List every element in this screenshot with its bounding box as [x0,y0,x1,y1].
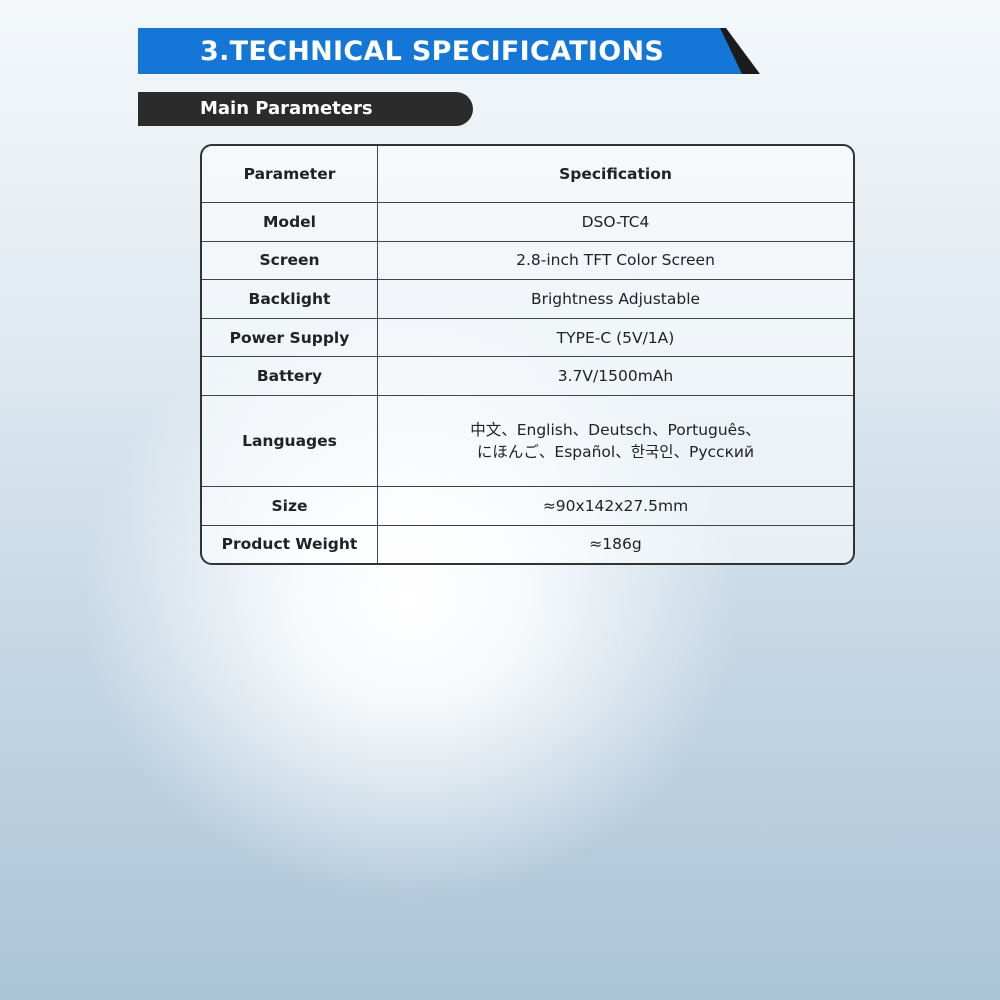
table-row: Product Weight ≈186g [202,524,853,563]
spec-cell: DSO-TC4 [377,202,853,242]
page-title: 3.TECHNICAL SPECIFICATIONS [200,36,665,67]
title-banner [138,28,760,74]
spec-cell: Brightness Adjustable [377,279,853,319]
table-row: Screen 2.8-inch TFT Color Screen [202,240,853,281]
parameter-cell: Backlight [202,279,378,319]
spec-cell: ≈186g [377,524,853,563]
table-row: Backlight Brightness Adjustable [202,279,853,319]
parameter-cell: Languages [202,394,378,488]
cell-line: にほんご、Español、한국인、Русский [476,443,755,462]
parameter-cell: Power Supply [202,317,378,358]
subtitle-bar [138,92,473,126]
cell: 中文、English、Deutsch、Português、 にほんご、Españo… [377,394,853,488]
header-row: Parameter Specification [202,146,853,203]
table-row: Size ≈90x142x27.5mm [202,486,853,526]
table: Parameter Specification Model DSO-TC4 Screen… [202,146,853,563]
spec-cell: ≈90x142x27.5mm [377,486,853,526]
subtitle: Main Parameters [200,98,373,119]
parameter-cell: Battery [202,356,378,396]
table-row: Model DSO-TC4 [202,202,853,242]
cell-line: 中文、English、Deutsch、Português、 [470,421,761,440]
parameter-cell: Model [202,202,378,242]
parameter-cell: Size [202,486,378,526]
parameter-cell: Screen [202,240,378,281]
spec-table: Parameter Specification Model DSO-TC4 Screen… [200,144,855,565]
table-row: Battery 3.7V/1500mAh [202,356,853,396]
spec-cell: 2.8-inch TFT Color Screen [377,240,853,281]
spec-cell: 3.7V/1500mAh [377,356,853,396]
table-row: Power Supply TYPE-C (5V/1A) [202,317,853,358]
column-header: Specification [377,146,853,203]
column-header: Parameter [202,146,378,203]
table-row: Languages 中文、English、Deutsch、Português、 にほ… [202,394,853,488]
spec-cell: TYPE-C (5V/1A) [377,317,853,358]
parameter-cell: Product Weight [202,524,378,563]
